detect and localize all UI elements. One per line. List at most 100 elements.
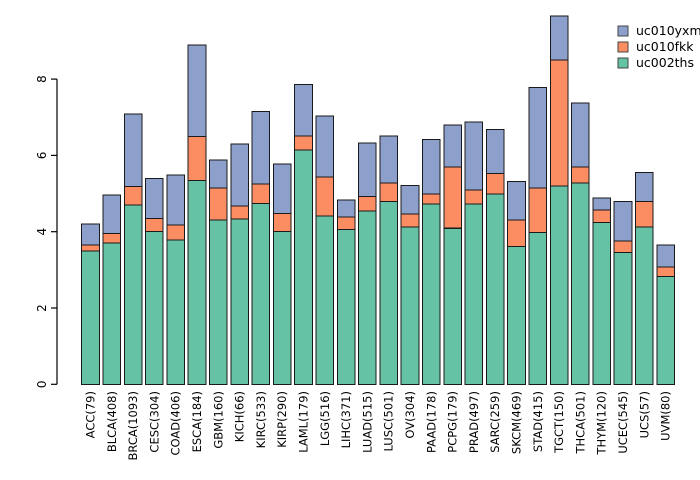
x-tick-label: UVM(80)	[659, 391, 673, 441]
bar-segment-uc010yxm	[81, 223, 100, 246]
x-tick-label: THYM(120)	[595, 391, 609, 456]
bar-segment-uc010fkk	[166, 224, 185, 241]
y-tick-label: 6	[35, 152, 49, 160]
x-tick-label: LUSC(501)	[382, 391, 396, 452]
bar-segment-uc002ths	[443, 227, 462, 385]
bar-segment-uc002ths	[400, 226, 420, 385]
x-tick-label: KICH(66)	[233, 391, 247, 442]
legend-label-uc010fkk: uc010fkk	[636, 39, 694, 54]
bar-segment-uc002ths	[422, 203, 441, 385]
bar-segment-uc010yxm	[507, 181, 526, 221]
bar-segment-uc010yxm	[422, 138, 441, 195]
bar-segment-uc010yxm	[379, 135, 398, 184]
bar-segment-uc010yxm	[294, 83, 313, 137]
bar-segment-uc010fkk	[507, 219, 526, 248]
bar-segment-uc010yxm	[123, 113, 143, 188]
bar-segment-uc002ths	[251, 203, 271, 385]
legend-swatch-uc002ths	[617, 57, 629, 69]
bar-segment-uc002ths	[485, 193, 505, 385]
bar-segment-uc010fkk	[209, 187, 228, 221]
legend-swatch-uc010fkk	[617, 41, 629, 53]
bar-segment-uc010fkk	[251, 183, 271, 204]
bar-segment-uc010fkk	[315, 176, 335, 217]
bar-segment-uc002ths	[635, 226, 654, 385]
bar-segment-uc010fkk	[549, 59, 569, 187]
bar-segment-uc010fkk	[656, 266, 675, 278]
bar-segment-uc010fkk	[571, 166, 590, 184]
x-tick-label: OV(304)	[403, 391, 417, 439]
bar-segment-uc010fkk	[358, 196, 377, 212]
bar-segment-uc010yxm	[485, 129, 505, 174]
bar-segment-uc010fkk	[422, 193, 441, 205]
bar-segment-uc002ths	[272, 231, 292, 385]
x-tick-label: SARC(259)	[488, 391, 502, 453]
bar-segment-uc010yxm	[358, 142, 377, 198]
bar-segment-uc010yxm	[230, 143, 249, 207]
bar-segment-uc002ths	[102, 242, 122, 385]
y-tick-label: 0	[35, 380, 49, 388]
bar-segment-uc010fkk	[272, 212, 292, 233]
bar-segment-uc010fkk	[592, 209, 612, 224]
bar-segment-uc002ths	[592, 222, 612, 385]
bar-segment-uc010fkk	[336, 216, 356, 230]
x-tick-label: UCEC(545)	[616, 391, 630, 454]
bar-segment-uc010yxm	[549, 15, 569, 61]
bar-segment-uc002ths	[145, 231, 164, 385]
bar-segment-uc010yxm	[613, 201, 633, 242]
x-tick-label: PCPG(179)	[446, 391, 460, 453]
bar-segment-uc002ths	[464, 203, 484, 385]
x-tick-label: UCS(57)	[637, 391, 651, 438]
bar-segment-uc010yxm	[187, 44, 207, 138]
bar-segment-uc010yxm	[528, 87, 548, 189]
x-tick-label: TGCT(150)	[552, 391, 566, 454]
bar-segment-uc010fkk	[464, 189, 484, 205]
bar-segment-uc002ths	[549, 185, 569, 385]
bar-segment-uc010yxm	[464, 121, 484, 191]
bar-segment-uc002ths	[336, 228, 356, 385]
x-tick-label: THCA(501)	[573, 391, 587, 455]
bar-segment-uc010yxm	[272, 163, 292, 214]
x-tick-label: LUAD(515)	[360, 391, 374, 453]
bar-segment-uc010fkk	[379, 182, 398, 202]
bar-segment-uc010fkk	[635, 201, 654, 228]
bar-segment-uc002ths	[379, 201, 398, 385]
y-tick-label: 4	[35, 228, 49, 236]
x-tick-label: BRCA(1093)	[126, 391, 140, 460]
x-tick-label: CESC(304)	[147, 391, 161, 453]
bar-segment-uc002ths	[656, 276, 675, 385]
bar-segment-uc002ths	[507, 246, 526, 385]
x-tick-label: PRAD(497)	[467, 391, 481, 453]
bar-segment-uc010yxm	[209, 159, 228, 189]
bar-segment-uc010fkk	[443, 166, 462, 229]
x-tick-label: PAAD(178)	[424, 391, 438, 453]
bar-segment-uc010fkk	[485, 172, 505, 195]
x-tick-label: COAD(406)	[169, 391, 183, 456]
bar-segment-uc002ths	[230, 218, 249, 385]
bar-segment-uc002ths	[358, 210, 377, 385]
bar-segment-uc010fkk	[187, 136, 207, 182]
x-tick-label: LAML(179)	[297, 391, 311, 453]
bar-segment-uc002ths	[571, 182, 590, 385]
legend-label-uc010yxm: uc010yxm	[636, 23, 700, 38]
bar-segment-uc010yxm	[251, 111, 271, 185]
x-tick-label: SKCM(469)	[510, 391, 524, 454]
bar-segment-uc010yxm	[145, 177, 164, 219]
bar-segment-uc010yxm	[102, 194, 122, 234]
x-tick-label: GBM(160)	[211, 391, 225, 449]
bar-segment-uc010yxm	[443, 124, 462, 168]
bar-segment-uc002ths	[187, 180, 207, 385]
bar-segment-uc010fkk	[102, 232, 122, 244]
bar-segment-uc010fkk	[613, 240, 633, 254]
bar-segment-uc010yxm	[400, 185, 420, 215]
x-tick-label: LGG(516)	[318, 391, 332, 446]
x-tick-label: KIRP(290)	[275, 391, 289, 448]
bar-segment-uc010fkk	[294, 135, 313, 151]
bar-segment-uc010fkk	[400, 213, 420, 228]
bar-segment-uc010yxm	[635, 172, 654, 203]
bar-segment-uc010yxm	[166, 174, 185, 226]
bar-segment-uc010yxm	[315, 115, 335, 178]
bar-segment-uc002ths	[294, 149, 313, 385]
bar-segment-uc010fkk	[145, 217, 164, 233]
